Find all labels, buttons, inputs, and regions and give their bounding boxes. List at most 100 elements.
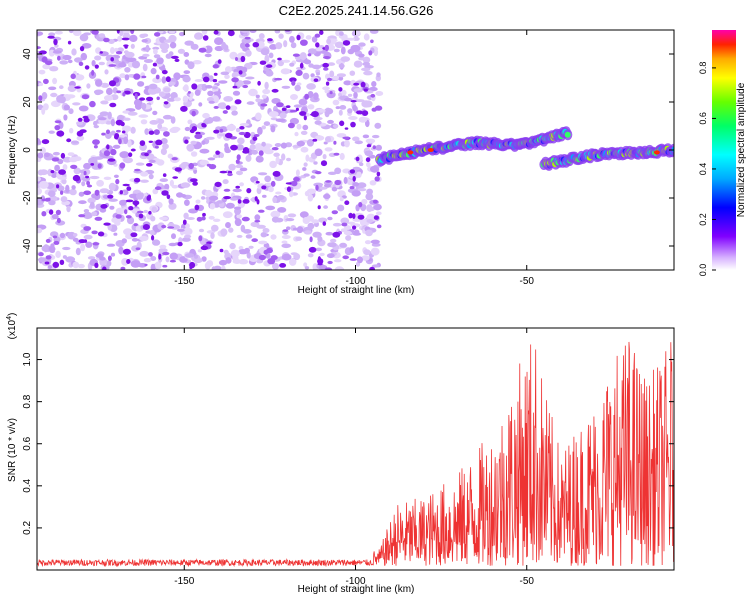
- noise-speckle: [177, 228, 185, 232]
- noise-speckle: [150, 263, 156, 270]
- noise-blob: [236, 154, 241, 161]
- noise-speckle: [153, 54, 161, 59]
- noise-blob: [191, 110, 196, 117]
- noise-speckle: [137, 81, 145, 87]
- y-tick-label: 0.4: [22, 478, 33, 492]
- snr-panel: -150 -100 -50 0.2 0.4 0.6 0.8 1.0 Height of str…: [6, 313, 675, 595]
- noise-speckle: [110, 118, 115, 127]
- noise-speckle: [208, 75, 214, 82]
- noise-speckle: [81, 43, 92, 49]
- noise-speckle: [236, 170, 243, 176]
- noise-speckle: [168, 242, 177, 247]
- noise-speckle: [213, 154, 219, 159]
- noise-blob: [97, 163, 102, 169]
- noise-speckle: [119, 200, 127, 206]
- noise-blob: [212, 79, 218, 83]
- noise-blob: [146, 163, 153, 167]
- noise-speckle: [313, 116, 323, 121]
- noise-speckle: [169, 252, 178, 260]
- x-tick-label: -100: [345, 576, 365, 587]
- noise-blob: [372, 145, 376, 150]
- noise-blob: [352, 175, 356, 182]
- noise-speckle: [186, 217, 195, 220]
- noise-speckle: [157, 118, 165, 125]
- noise-speckle: [161, 76, 167, 84]
- noise-speckle: [117, 35, 122, 42]
- noise-speckle: [289, 35, 295, 43]
- noise-speckle: [96, 179, 104, 187]
- noise-speckle: [67, 59, 73, 64]
- noise-speckle: [296, 66, 306, 71]
- noise-blob: [317, 262, 323, 266]
- noise-speckle: [204, 53, 212, 58]
- noise-blob: [323, 67, 329, 71]
- noise-speckle: [307, 193, 314, 202]
- noise-speckle: [159, 216, 169, 221]
- noise-speckle: [78, 191, 85, 197]
- noise-speckle: [229, 242, 236, 250]
- noise-speckle: [41, 107, 46, 115]
- noise-blob: [56, 130, 65, 137]
- noise-blob: [213, 72, 218, 76]
- noise-speckle: [326, 38, 331, 45]
- noise-speckle: [141, 102, 147, 110]
- noise-blob: [252, 136, 258, 141]
- noise-blob: [135, 247, 141, 250]
- noise-speckle: [72, 102, 81, 106]
- noise-speckle: [209, 195, 219, 201]
- noise-speckle: [263, 121, 271, 126]
- noise-speckle: [165, 256, 170, 263]
- noise-speckle: [373, 203, 382, 211]
- noise-speckle: [364, 240, 372, 245]
- noise-blob: [182, 219, 187, 225]
- noise-speckle: [344, 97, 353, 102]
- noise-speckle: [122, 125, 132, 132]
- noise-speckle: [290, 42, 297, 49]
- noise-speckle: [357, 188, 367, 192]
- noise-speckle: [375, 211, 382, 216]
- noise-blob: [239, 126, 245, 130]
- noise-speckle: [282, 59, 291, 63]
- noise-speckle: [280, 68, 291, 75]
- noise-speckle: [207, 90, 214, 97]
- noise-speckle: [199, 148, 210, 154]
- noise-speckle: [286, 226, 291, 230]
- noise-speckle: [274, 143, 282, 147]
- noise-speckle: [181, 161, 190, 167]
- noise-blob: [295, 107, 299, 111]
- noise-blob: [57, 55, 61, 61]
- spectrogram-xlabel: Height of straight line (km): [298, 285, 415, 296]
- noise-blob: [349, 186, 355, 190]
- noise-blob: [322, 221, 327, 226]
- noise-speckle: [184, 126, 191, 132]
- y-tick-label: 0: [22, 147, 33, 153]
- noise-blob: [148, 130, 155, 135]
- noise-speckle: [123, 136, 129, 145]
- noise-blob: [300, 39, 308, 46]
- signal-peak: [427, 148, 434, 152]
- noise-blob: [368, 50, 373, 56]
- noise-speckle: [292, 227, 299, 231]
- noise-speckle: [162, 143, 169, 150]
- noise-speckle: [344, 225, 351, 230]
- noise-speckle: [294, 84, 301, 92]
- noise-speckle: [48, 86, 57, 91]
- noise-speckle: [335, 106, 341, 110]
- noise-speckle: [204, 116, 214, 124]
- x-tick-label: -50: [520, 576, 535, 587]
- noise-blob: [72, 174, 81, 182]
- noise-speckle: [319, 252, 325, 257]
- noise-speckle: [306, 83, 316, 90]
- noise-speckle: [233, 206, 242, 210]
- noise-speckle: [264, 175, 272, 183]
- noise-blob: [97, 231, 105, 237]
- noise-speckle: [48, 200, 56, 206]
- noise-speckle: [281, 240, 288, 244]
- signal-core: [671, 146, 674, 153]
- noise-blob: [52, 235, 58, 239]
- noise-blob: [342, 136, 351, 140]
- noise-speckle: [311, 64, 322, 70]
- noise-speckle: [245, 234, 253, 239]
- noise-speckle: [81, 181, 86, 187]
- noise-blob: [47, 35, 55, 39]
